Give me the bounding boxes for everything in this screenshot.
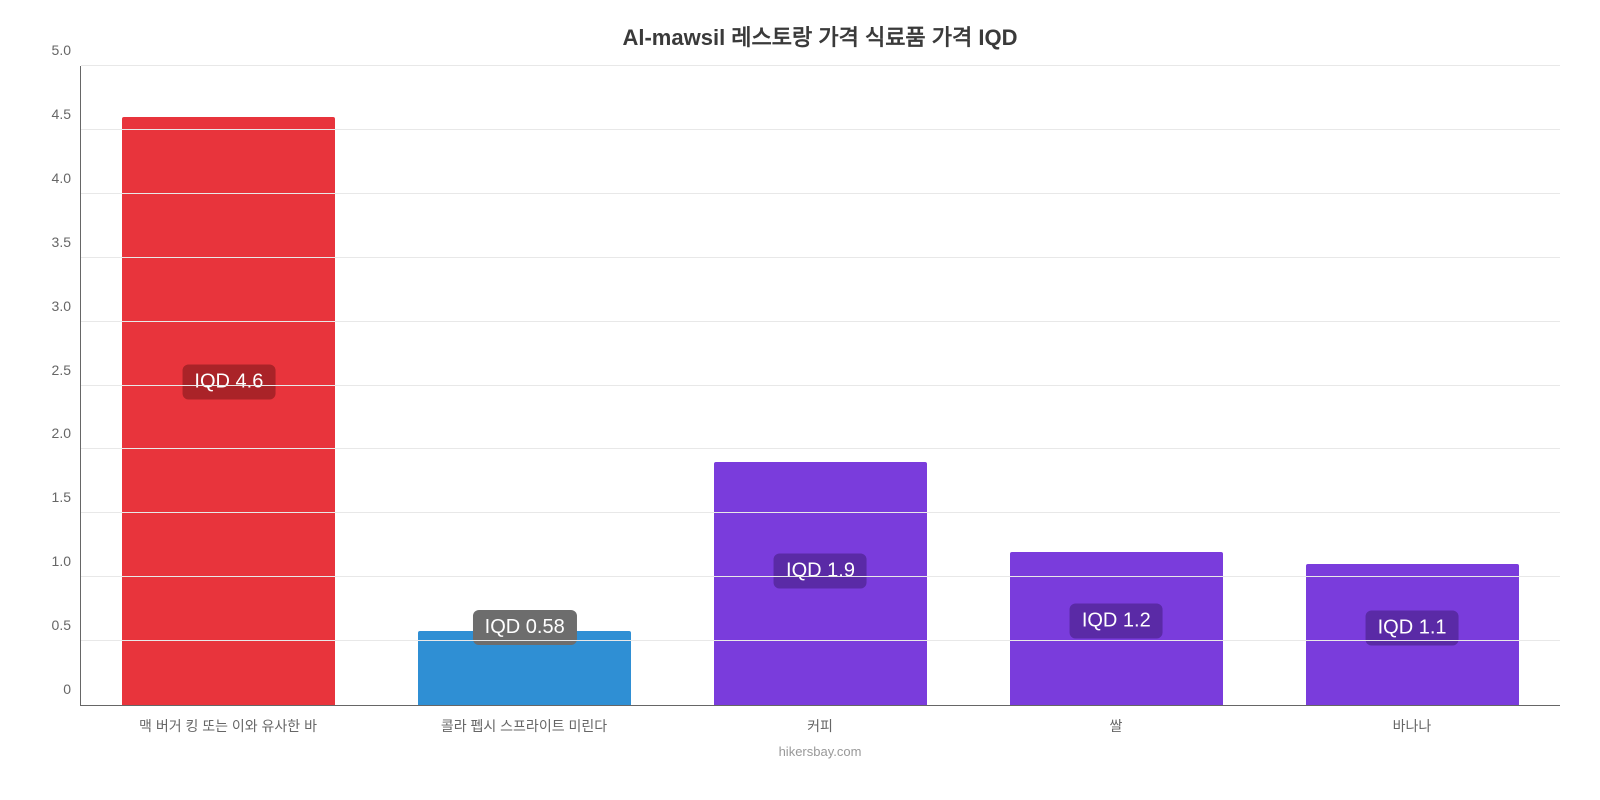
- grid-line: [81, 512, 1560, 513]
- y-tick-label: 2.5: [52, 362, 71, 378]
- y-tick-label: 5.0: [52, 42, 71, 58]
- x-tick-label: 콜라 펩시 스프라이트 미린다: [376, 716, 672, 736]
- chart-container: Al-mawsil 레스토랑 가격 식료품 가격 IQD IQD 4.6IQD …: [0, 0, 1600, 800]
- plot-area: IQD 4.6IQD 0.58IQD 1.9IQD 1.2IQD 1.1 00.…: [80, 66, 1560, 706]
- y-tick-label: 0: [63, 681, 71, 697]
- y-tick-label: 4.0: [52, 170, 71, 186]
- bar: IQD 1.2: [1010, 552, 1223, 705]
- grid-line: [81, 321, 1560, 322]
- bar-slot: IQD 1.9: [673, 66, 969, 705]
- y-tick-label: 0.5: [52, 617, 71, 633]
- x-tick-label: 커피: [672, 716, 968, 736]
- grid-line: [81, 576, 1560, 577]
- grid-line: [81, 257, 1560, 258]
- grid-line: [81, 193, 1560, 194]
- bars-group: IQD 4.6 IQD 0.58 IQD 1.9 IQD 1.2 IQD 1.1: [81, 66, 1560, 705]
- chart-title: Al-mawsil 레스토랑 가격 식료품 가격 IQD: [80, 20, 1560, 52]
- y-tick-label: 3.0: [52, 298, 71, 314]
- bar-slot: IQD 1.1: [1264, 66, 1560, 705]
- bar: IQD 1.1: [1306, 564, 1519, 705]
- x-axis-labels: 맥 버거 킹 또는 이와 유사한 바콜라 펩시 스프라이트 미린다커피쌀바나나: [80, 716, 1560, 736]
- grid-line: [81, 385, 1560, 386]
- x-tick-label: 맥 버거 킹 또는 이와 유사한 바: [80, 716, 376, 736]
- x-tick-label: 바나나: [1264, 716, 1560, 736]
- bar-value-label: IQD 4.6: [182, 364, 275, 399]
- y-tick-label: 3.5: [52, 234, 71, 250]
- attribution-text: hikersbay.com: [80, 744, 1560, 759]
- y-tick-label: 2.0: [52, 425, 71, 441]
- grid-line: [81, 448, 1560, 449]
- bar: IQD 1.9: [714, 462, 927, 705]
- bar-value-label: IQD 1.9: [774, 554, 867, 589]
- x-tick-label: 쌀: [968, 716, 1264, 736]
- bar-slot: IQD 4.6: [81, 66, 377, 705]
- y-tick-label: 1.5: [52, 489, 71, 505]
- bar: IQD 4.6: [122, 117, 335, 705]
- grid-line: [81, 640, 1560, 641]
- y-tick-label: 1.0: [52, 553, 71, 569]
- bar: IQD 0.58: [418, 631, 631, 705]
- bar-slot: IQD 0.58: [377, 66, 673, 705]
- y-tick-label: 4.5: [52, 106, 71, 122]
- bar-value-label: IQD 1.2: [1070, 603, 1163, 638]
- grid-line: [81, 65, 1560, 66]
- bar-slot: IQD 1.2: [968, 66, 1264, 705]
- grid-line: [81, 129, 1560, 130]
